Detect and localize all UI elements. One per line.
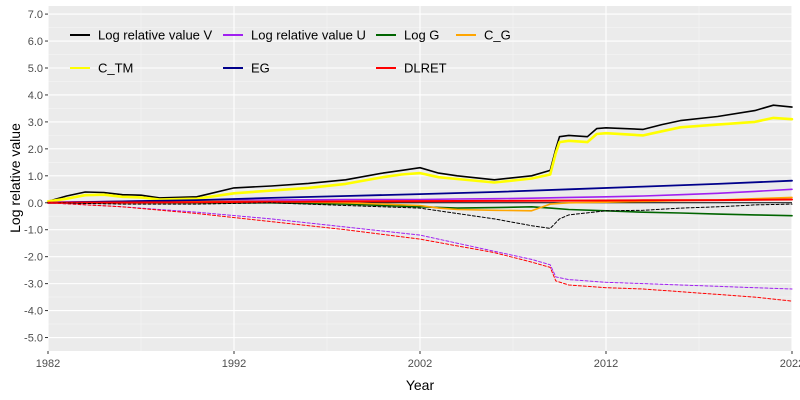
- series-line-eg: [47, 179, 793, 204]
- series-group: [46, 104, 794, 302]
- series-line-dlret: [47, 198, 793, 204]
- y-tick-label: 4.0: [28, 90, 43, 102]
- y-tick-label: -2.0: [24, 252, 43, 264]
- x-tick-label: 2022: [780, 358, 800, 370]
- y-tick-label: 6.0: [28, 36, 43, 48]
- y-tick-label: -1.0: [24, 225, 43, 237]
- legend-label-c-g: C_G: [484, 28, 511, 43]
- series-line-log-relative-value-u: [47, 188, 793, 203]
- series-line-c-tm: [46, 116, 794, 203]
- legend-label-log-g: Log G: [404, 28, 439, 43]
- y-tick-label: -3.0: [24, 279, 43, 291]
- grid: [47, 6, 793, 351]
- x-tick-label: 2012: [594, 358, 618, 370]
- x-axis-title: Year: [406, 377, 435, 393]
- y-tick-label: 5.0: [28, 63, 43, 75]
- y-tick-label: 3.0: [28, 117, 43, 129]
- y-tick-label: 0.0: [28, 198, 43, 210]
- legend: Log relative value V Log relative value U…: [70, 28, 511, 76]
- y-tick-label: 2.0: [28, 144, 43, 156]
- y-tick-label: -4.0: [24, 306, 43, 318]
- legend-label-c-tm: C_TM: [98, 61, 133, 76]
- legend-label-dlret: DLRET: [404, 61, 447, 76]
- series-line-u-minus-dlret: [47, 202, 793, 290]
- legend-label-log-relative-value-u: Log relative value U: [251, 28, 366, 43]
- legend-label-eg: EG: [251, 61, 270, 76]
- x-tick-label: 2002: [408, 358, 432, 370]
- y-tick-label: -5.0: [24, 333, 43, 345]
- y-tick-label: 7.0: [28, 9, 43, 21]
- y-tick-label: 1.0: [28, 171, 43, 183]
- series-line-dlret-cumulative: [47, 202, 793, 302]
- y-axis-title: Log relative value: [7, 123, 23, 233]
- series-line-v-minus-dlret: [47, 202, 793, 229]
- series-line-log-relative-value-v: [47, 104, 793, 203]
- legend-label-log-relative-value-v: Log relative value V: [98, 28, 213, 43]
- x-tick-label: 1992: [222, 358, 246, 370]
- y-axis: -5.0 -4.0 -3.0 -2.0 -1.0 0.0 1.0 2.0 3.0 4.0 5.0 6.…: [24, 9, 48, 345]
- x-axis: 1982 1992 2002 2012 2022: [36, 351, 800, 370]
- x-tick-label: 1982: [36, 358, 60, 370]
